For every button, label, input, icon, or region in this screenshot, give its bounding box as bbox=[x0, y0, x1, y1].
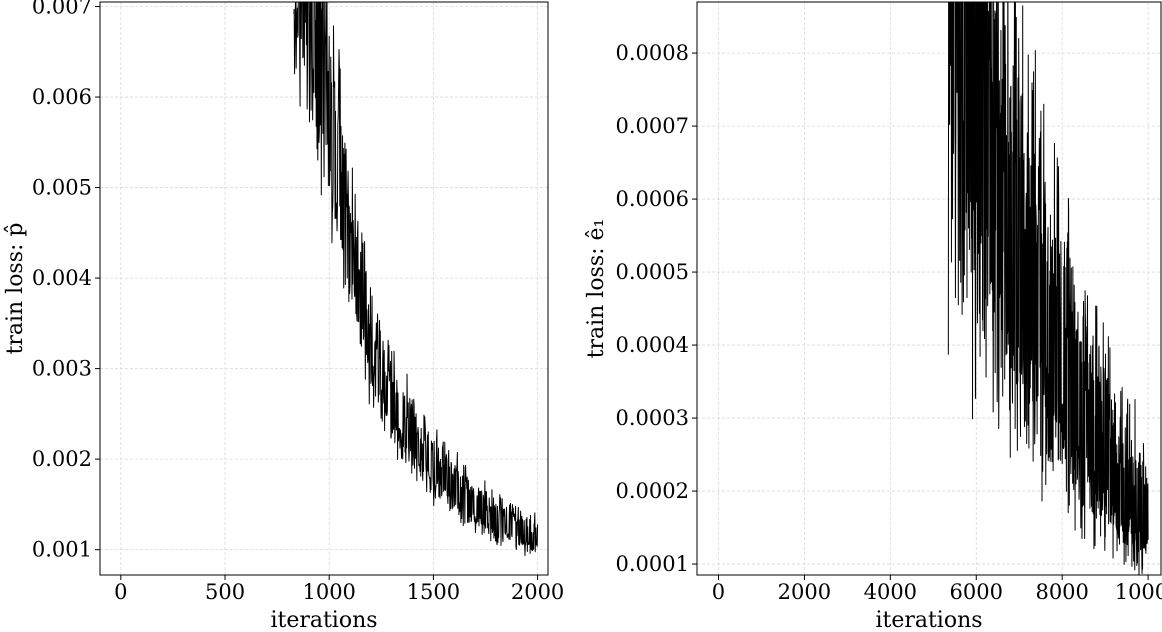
y-tick-label: 0.005 bbox=[32, 176, 92, 200]
y-tick-label: 0.0004 bbox=[616, 333, 689, 357]
x-axis-label: iterations bbox=[270, 608, 377, 632]
y-tick-label: 0.0001 bbox=[616, 552, 689, 576]
y-tick-label: 0.002 bbox=[32, 447, 92, 471]
loss-series-line bbox=[293, 2, 539, 557]
y-tick-label: 0.001 bbox=[32, 538, 92, 562]
y-tick-label: 0.0002 bbox=[616, 479, 689, 503]
y-axis-label: train loss: ê₁ bbox=[584, 219, 609, 359]
y-tick-label: 0.0008 bbox=[616, 41, 689, 65]
y-tick-label: 0.0007 bbox=[616, 114, 689, 138]
x-tick-label: 2000 bbox=[778, 580, 831, 604]
x-tick-label: 0 bbox=[114, 580, 127, 604]
x-tick-label: 0 bbox=[712, 580, 725, 604]
x-tick-label: 8000 bbox=[1035, 580, 1088, 604]
x-tick-label: 2000 bbox=[511, 580, 564, 604]
left-chart-panel: 0 500 1000 1500 2000 0.001 0.002 0.003 0.004 0.00… bbox=[3, 0, 564, 632]
y-tick-label: 0.0006 bbox=[616, 187, 689, 211]
x-tick-label: 1000 bbox=[302, 580, 355, 604]
y-axis-label: train loss: p̂ bbox=[3, 222, 28, 354]
y-tick-label: 0.003 bbox=[32, 357, 92, 381]
y-tick-label: 0.004 bbox=[32, 266, 92, 290]
x-tick-label: 1500 bbox=[407, 580, 460, 604]
loss-series-line bbox=[947, 2, 1149, 575]
y-tick-label: 0.006 bbox=[32, 85, 92, 109]
x-axis-label: iterations bbox=[875, 608, 982, 632]
y-tick-label: 0.0003 bbox=[616, 406, 689, 430]
y-tick-label: 0.007 bbox=[32, 0, 92, 19]
plot-frame bbox=[99, 1, 549, 576]
plot-frame bbox=[696, 1, 1162, 576]
x-tick-label: 4000 bbox=[864, 580, 917, 604]
y-tick-label: 0.0005 bbox=[616, 260, 689, 284]
x-tick-label: 500 bbox=[205, 580, 245, 604]
x-tick-label: 6000 bbox=[950, 580, 1003, 604]
